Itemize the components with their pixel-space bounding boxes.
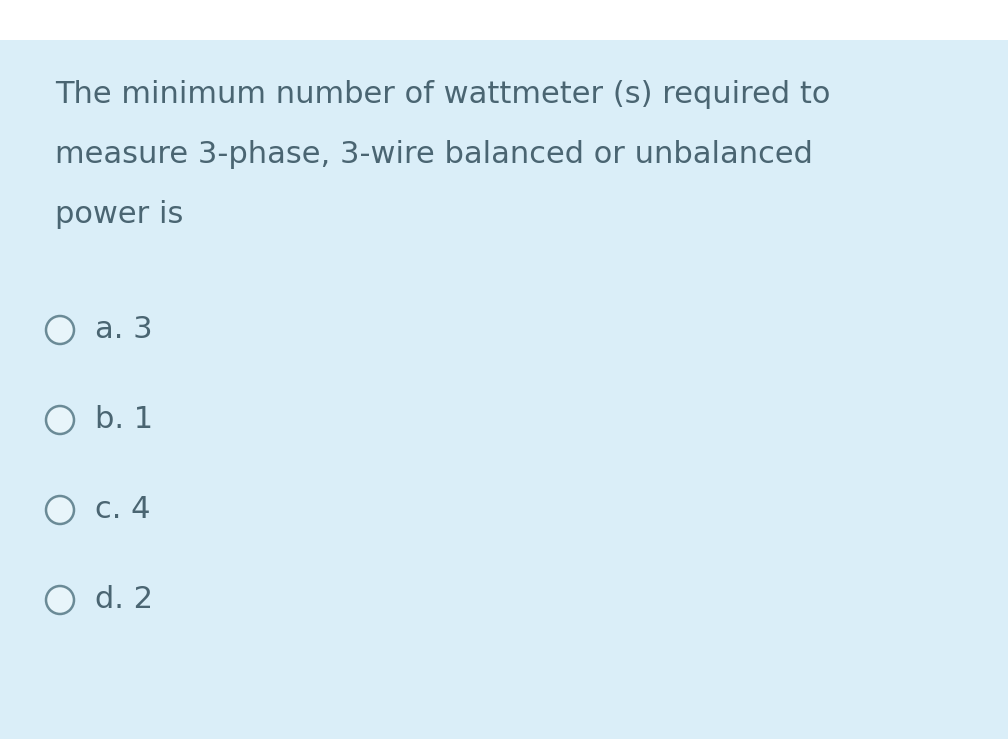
Ellipse shape <box>46 496 74 524</box>
Ellipse shape <box>46 406 74 434</box>
Text: The minimum number of wattmeter (s) required to: The minimum number of wattmeter (s) requ… <box>55 80 831 109</box>
Bar <box>0 0 1008 40</box>
Text: power is: power is <box>55 200 183 229</box>
Text: c. 4: c. 4 <box>95 496 150 525</box>
Ellipse shape <box>46 586 74 614</box>
Text: measure 3-phase, 3-wire balanced or unbalanced: measure 3-phase, 3-wire balanced or unba… <box>55 140 812 169</box>
Ellipse shape <box>46 316 74 344</box>
Text: d. 2: d. 2 <box>95 585 153 615</box>
Text: a. 3: a. 3 <box>95 316 152 344</box>
Text: b. 1: b. 1 <box>95 406 153 435</box>
